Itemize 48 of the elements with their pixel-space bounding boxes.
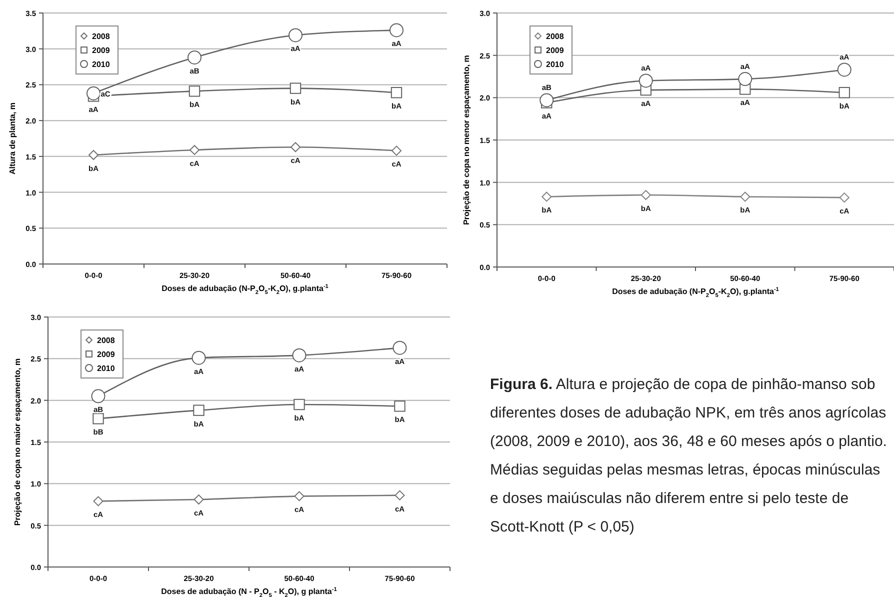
- legend-label: 2008: [546, 32, 564, 41]
- point: [390, 23, 404, 38]
- point: [190, 144, 200, 155]
- point: [86, 86, 100, 100]
- point: [288, 28, 302, 42]
- point: [392, 146, 402, 156]
- point: [837, 62, 852, 77]
- y-axis-title: Projeção de copa no maior espaçamento, m: [13, 358, 22, 526]
- legend-label: 2009: [92, 46, 110, 55]
- point: [192, 350, 206, 365]
- legend-label: 2010: [92, 60, 110, 69]
- y-axis-title: Altura de planta, m: [8, 102, 17, 175]
- legend-label: 2010: [546, 60, 564, 69]
- point: [290, 82, 302, 94]
- point: [640, 190, 651, 200]
- point: [638, 74, 653, 88]
- point: [92, 413, 104, 424]
- legend-label: 2008: [92, 32, 110, 41]
- point: [188, 86, 200, 97]
- point: [294, 398, 305, 410]
- legend-label: 2009: [546, 46, 564, 55]
- point: [542, 192, 552, 202]
- y-axis-title: Projeção de copa no menor espaçamento, m: [462, 55, 471, 225]
- point: [292, 348, 306, 362]
- point: [294, 491, 304, 502]
- point: [88, 150, 98, 160]
- point: [838, 86, 850, 98]
- point: [390, 87, 402, 98]
- x-axis-title: Doses de adubação (N-P$_{2}$O$_{5}$-K$_{2}$O), g.planta$^{-1}$: [612, 287, 779, 299]
- point: [93, 496, 104, 506]
- point: [394, 490, 405, 500]
- point: [392, 340, 407, 355]
- point: [738, 72, 752, 86]
- x-axis-title: Doses de adubação (N - P$_{2}$O$_{5}$ - K$_{2}$O), g planta$^{-1}$: [161, 587, 337, 597]
- point: [394, 400, 406, 412]
- text: Figura 6. Altura e projeção de copa de pinhão-manso sob diferentes doses de adubação NPK, em três anos agrícolas (2008, 2009 e 2010), aos 36, 48 e 60 meses após o plantio. Médias seguidas pelas mesmas letras, épocas minúsculas e doses maiúsculas não diferem entre si pelo teste de Scott-Knott (P < 0,05): [490, 376, 887, 536]
- point: [540, 93, 554, 108]
- point: [740, 192, 750, 202]
- point: [91, 389, 106, 404]
- point: [194, 494, 204, 504]
- legend-label: 2008: [97, 336, 116, 345]
- point: [290, 142, 300, 152]
- point: [188, 50, 202, 64]
- legend-label: 2010: [97, 364, 116, 373]
- legend-label: 2009: [97, 350, 116, 359]
- point: [839, 192, 850, 203]
- point: [193, 404, 204, 416]
- x-axis-title: Doses de adubação (N-P$_{2}$O$_{5}$-K$_{2}$O), g.planta$^{-1}$: [162, 284, 328, 296]
